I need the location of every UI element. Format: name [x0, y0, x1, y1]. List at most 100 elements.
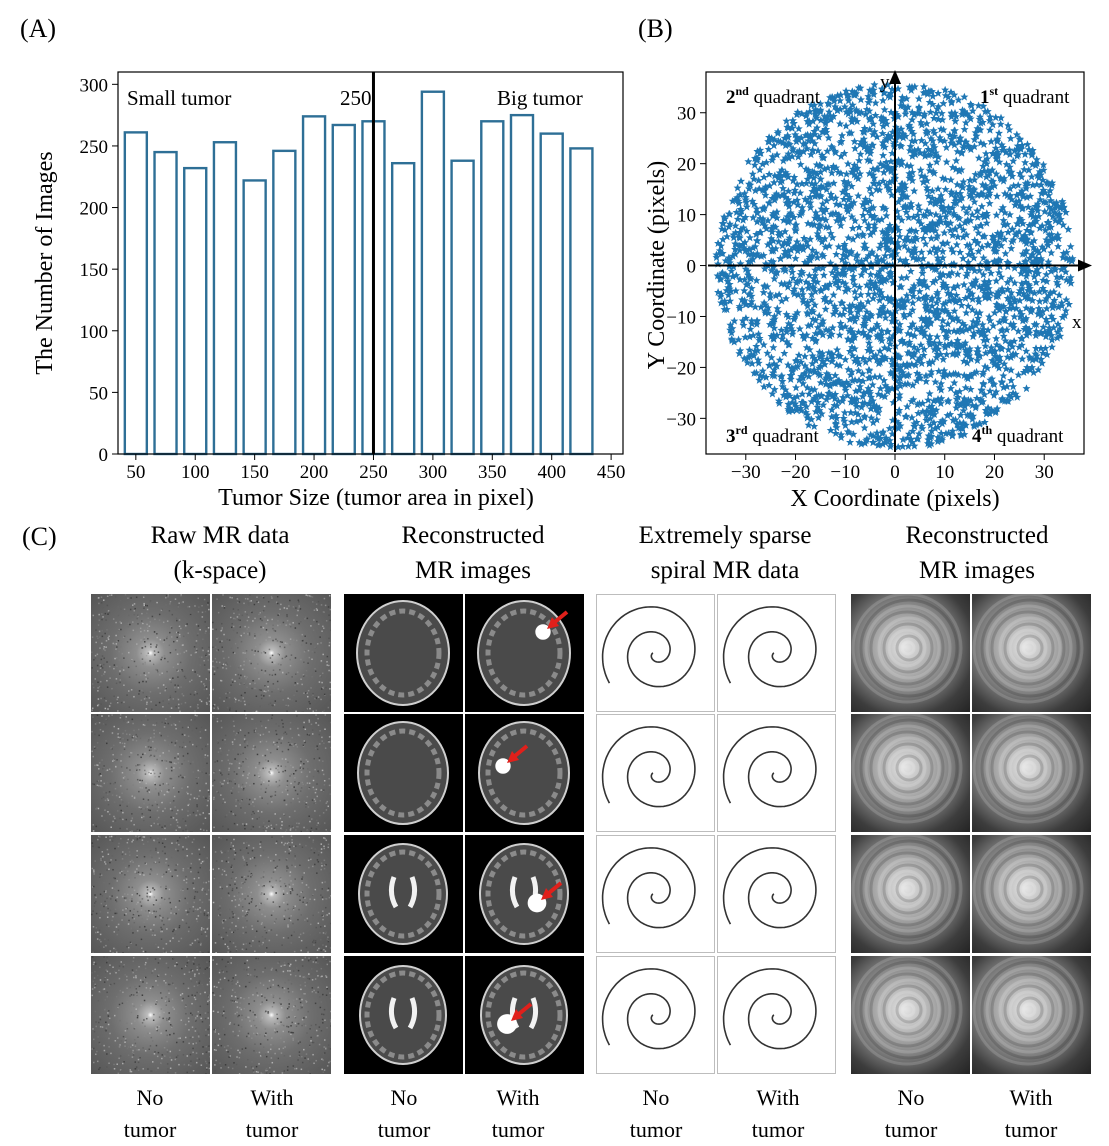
title-line: Extremely sparse [605, 518, 845, 553]
mr-image-with-tumor [465, 594, 584, 712]
bar [541, 134, 563, 454]
scatter-point [1018, 355, 1026, 363]
scatter-point [748, 359, 756, 367]
title-line: MR images [353, 553, 593, 588]
scatter-point [743, 203, 751, 211]
scatter-point [844, 160, 852, 168]
condition-label-line2: tumor [212, 1114, 332, 1146]
scatter-point [931, 378, 939, 386]
condition-label-line1: No [851, 1082, 971, 1114]
x-tick-label: 50 [126, 462, 145, 483]
scatter-point [844, 234, 852, 242]
scatter-point [919, 269, 927, 277]
scatter-point [864, 290, 872, 298]
scatter-point [940, 229, 948, 237]
scatter-point [822, 305, 830, 313]
spiral-sampling-image [596, 835, 715, 953]
bar [511, 115, 533, 454]
scatter-point [1007, 366, 1015, 374]
scatter-point [959, 254, 967, 262]
spiral-reconstruction-image [851, 835, 970, 953]
quadrant-label-1: 1st quadrant [980, 84, 1070, 108]
condition-label-line2: tumor [458, 1114, 578, 1146]
spiral-reconstruction-image [851, 956, 970, 1074]
scatter-point [849, 224, 857, 232]
scatter-point [889, 398, 897, 406]
scatter-point [953, 241, 961, 249]
spiral-sampling-image [717, 956, 836, 1074]
bar-series [125, 92, 593, 454]
mr-image-no-tumor [344, 835, 463, 953]
scatter-point [942, 185, 950, 193]
condition-label-line1: With [971, 1082, 1091, 1114]
kspace-image [212, 835, 331, 953]
x-tick-label: 300 [419, 462, 448, 483]
mr-image-no-tumor [344, 956, 463, 1074]
small-tumor-label: Small tumor [127, 86, 231, 110]
spiral-reconstruction-image [972, 835, 1091, 953]
scatter-point [859, 211, 867, 219]
bar [570, 148, 592, 454]
y-tick-label: 0 [99, 445, 109, 466]
scatter-point [943, 158, 951, 166]
scatter-point [954, 270, 962, 278]
condition-label-line2: tumor [971, 1114, 1091, 1146]
spiral-sampling-image [717, 714, 836, 832]
condition-label-line1: With [458, 1082, 578, 1114]
condition-label-line1: With [718, 1082, 838, 1114]
x-tick-label: −10 [830, 462, 860, 483]
scatter-point [1047, 249, 1055, 257]
scatter-point [992, 277, 1000, 285]
x-tick-label: 350 [478, 462, 507, 483]
quadrant-1-suffix: st [990, 84, 999, 98]
scatter-point [1022, 384, 1030, 392]
scatter-point [993, 192, 1001, 200]
scatter-point [934, 185, 942, 193]
scatter-point [962, 309, 970, 317]
x-tick-label: 250 [359, 462, 388, 483]
x-tick-label: 450 [597, 462, 626, 483]
scatter-point [851, 144, 859, 152]
scatter-point [1055, 291, 1063, 299]
scatter-point [763, 349, 771, 357]
bar [303, 116, 325, 454]
y-tick-label: 10 [677, 206, 696, 227]
scatter-point [865, 367, 873, 375]
scatter-point [769, 343, 777, 351]
quadrant-1-text: quadrant [998, 87, 1070, 108]
quadrant-2-number: 2 [726, 87, 736, 108]
scatter-point [907, 267, 915, 275]
threshold-value-label: 250 [340, 86, 372, 110]
scatter-point [983, 219, 991, 227]
title-line: Reconstructed [857, 518, 1097, 553]
kspace-image [212, 714, 331, 832]
x-tick-label: 30 [1035, 462, 1054, 483]
y-axis-title: The Number of Images [32, 151, 58, 374]
scatter-point [820, 271, 828, 279]
y-tick-label: 250 [80, 137, 109, 158]
scatter-point [833, 346, 841, 354]
scatter-point [830, 179, 838, 187]
scatter-point [765, 381, 773, 389]
x-tick-label: 100 [181, 462, 210, 483]
scatter-point [836, 331, 844, 339]
scatter-point [962, 119, 970, 127]
spiral-reconstruction-image [972, 594, 1091, 712]
scatter-point [788, 268, 796, 276]
scatter-point [792, 254, 800, 262]
y-tick-label: 100 [80, 322, 109, 343]
y-tick-label: 30 [677, 104, 696, 125]
bar [184, 168, 206, 454]
scatter-point [916, 287, 924, 295]
y-axis-title: Y Coordinate (pixels) [644, 161, 670, 369]
bar [214, 142, 236, 454]
scatter-point [879, 96, 887, 104]
bar [333, 125, 355, 454]
y-tick-label: −30 [666, 409, 696, 430]
scatter-point [881, 106, 889, 114]
scatter-point [1000, 332, 1008, 340]
scatter-point [872, 99, 880, 107]
